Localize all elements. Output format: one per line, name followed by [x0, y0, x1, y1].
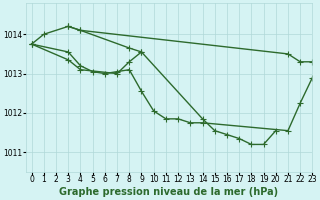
X-axis label: Graphe pression niveau de la mer (hPa): Graphe pression niveau de la mer (hPa) [60, 187, 278, 197]
